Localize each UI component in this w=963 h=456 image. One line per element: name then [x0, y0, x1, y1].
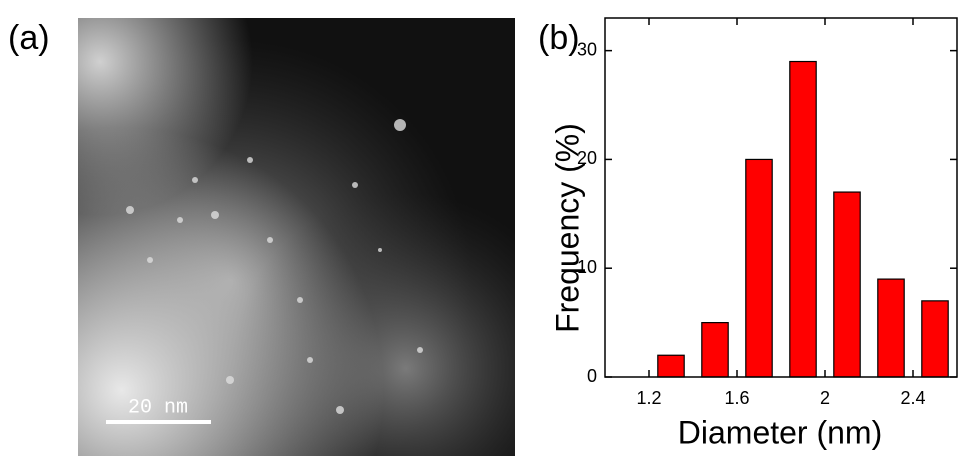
bar [878, 279, 904, 377]
x-tick-label: 2.4 [900, 388, 925, 408]
y-tick-label: 20 [577, 148, 597, 168]
y-tick-label: 10 [577, 257, 597, 277]
panel-label: (b) [538, 19, 580, 57]
scale-bar-label: 20 nm [128, 396, 188, 419]
bar [922, 301, 948, 377]
micrograph: 20 nm [78, 18, 515, 456]
x-axis-label: Diameter (nm) [678, 414, 882, 450]
y-tick-label: 0 [587, 366, 597, 386]
bar [790, 62, 816, 377]
y-tick-label: 30 [577, 39, 597, 59]
bar [658, 355, 684, 377]
bar [702, 323, 728, 377]
x-tick-label: 2 [820, 388, 830, 408]
bar [746, 159, 772, 377]
x-tick-label: 1.6 [724, 388, 749, 408]
x-tick-label: 1.2 [636, 388, 661, 408]
panel-label: (a) [8, 19, 50, 57]
figure: 20 nm (a) (b) Diameter (nm) Frequency (%… [0, 0, 963, 456]
bar [834, 192, 860, 377]
